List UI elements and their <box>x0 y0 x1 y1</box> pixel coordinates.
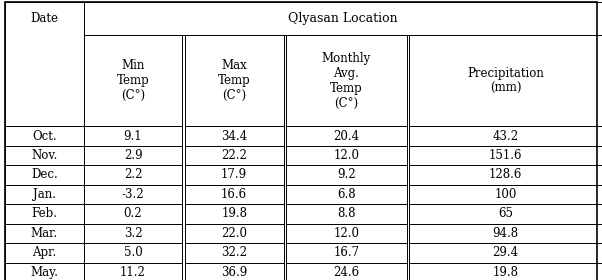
Text: 128.6: 128.6 <box>489 169 523 181</box>
Bar <box>286 146 407 165</box>
Text: 12.0: 12.0 <box>334 227 359 240</box>
Bar <box>185 224 284 243</box>
Text: 22.0: 22.0 <box>221 227 247 240</box>
Text: Precipitation
(mm): Precipitation (mm) <box>467 67 544 95</box>
Text: 3.2: 3.2 <box>124 227 142 240</box>
Bar <box>185 185 284 204</box>
Text: Qlyasan Location: Qlyasan Location <box>288 12 398 25</box>
Bar <box>5 146 84 165</box>
Text: 43.2: 43.2 <box>492 130 519 143</box>
Bar <box>185 146 284 165</box>
Bar <box>5 126 84 146</box>
Text: Min
Temp
(C°): Min Temp (C°) <box>117 59 149 102</box>
Bar <box>286 204 407 224</box>
Text: 94.8: 94.8 <box>492 227 519 240</box>
Text: May.: May. <box>30 266 58 279</box>
Text: 17.9: 17.9 <box>221 169 247 181</box>
Bar <box>5 263 84 280</box>
Bar <box>286 185 407 204</box>
Bar <box>409 204 602 224</box>
Bar <box>409 126 602 146</box>
Text: 6.8: 6.8 <box>337 188 356 201</box>
Text: 0.2: 0.2 <box>124 207 142 220</box>
Bar <box>409 185 602 204</box>
Bar <box>5 2 84 126</box>
Text: Apr.: Apr. <box>32 246 57 259</box>
Bar <box>84 185 182 204</box>
Bar <box>286 126 407 146</box>
Text: 19.8: 19.8 <box>492 266 519 279</box>
Bar <box>84 243 182 263</box>
Text: 2.2: 2.2 <box>124 169 142 181</box>
Bar <box>409 146 602 165</box>
Text: 24.6: 24.6 <box>334 266 359 279</box>
Bar <box>286 263 407 280</box>
Text: 36.9: 36.9 <box>221 266 247 279</box>
Text: 8.8: 8.8 <box>337 207 356 220</box>
Text: 12.0: 12.0 <box>334 149 359 162</box>
Bar <box>185 263 284 280</box>
Bar <box>286 224 407 243</box>
Bar <box>185 165 284 185</box>
Text: 20.4: 20.4 <box>334 130 359 143</box>
Text: 34.4: 34.4 <box>221 130 247 143</box>
Text: 151.6: 151.6 <box>489 149 523 162</box>
Bar <box>185 204 284 224</box>
Bar <box>5 185 84 204</box>
Text: Nov.: Nov. <box>31 149 57 162</box>
Bar <box>185 243 284 263</box>
Bar <box>84 224 182 243</box>
Text: 19.8: 19.8 <box>221 207 247 220</box>
Bar <box>84 35 182 126</box>
Text: Dec.: Dec. <box>31 169 58 181</box>
Bar <box>286 35 407 126</box>
Text: 5.0: 5.0 <box>123 246 143 259</box>
Bar <box>409 165 602 185</box>
Bar <box>409 263 602 280</box>
Text: 9.2: 9.2 <box>337 169 356 181</box>
Bar <box>409 224 602 243</box>
Text: 16.6: 16.6 <box>221 188 247 201</box>
Bar <box>84 146 182 165</box>
Text: Date: Date <box>30 12 58 25</box>
Text: Mar.: Mar. <box>31 227 58 240</box>
Bar <box>286 165 407 185</box>
Bar <box>5 243 84 263</box>
Text: Oct.: Oct. <box>32 130 57 143</box>
Text: Jan.: Jan. <box>33 188 56 201</box>
Bar <box>409 35 602 126</box>
Text: Monthly
Avg.
Temp
(C°): Monthly Avg. Temp (C°) <box>322 52 371 110</box>
Text: Feb.: Feb. <box>31 207 57 220</box>
Bar <box>84 126 182 146</box>
Text: 2.9: 2.9 <box>124 149 142 162</box>
Bar <box>5 165 84 185</box>
Text: 22.2: 22.2 <box>222 149 247 162</box>
Text: 32.2: 32.2 <box>221 246 247 259</box>
Bar <box>185 35 284 126</box>
Bar <box>84 204 182 224</box>
Text: 65: 65 <box>498 207 513 220</box>
Text: Max
Temp
(C°): Max Temp (C°) <box>218 59 250 102</box>
Bar <box>84 165 182 185</box>
Text: -3.2: -3.2 <box>122 188 144 201</box>
Bar <box>409 243 602 263</box>
Bar <box>185 126 284 146</box>
Text: 11.2: 11.2 <box>120 266 146 279</box>
Text: 29.4: 29.4 <box>492 246 519 259</box>
Text: 16.7: 16.7 <box>334 246 359 259</box>
Bar <box>5 204 84 224</box>
Bar <box>84 2 602 35</box>
Bar <box>286 243 407 263</box>
Bar <box>84 263 182 280</box>
Text: 100: 100 <box>494 188 517 201</box>
Bar <box>5 224 84 243</box>
Text: 9.1: 9.1 <box>124 130 142 143</box>
